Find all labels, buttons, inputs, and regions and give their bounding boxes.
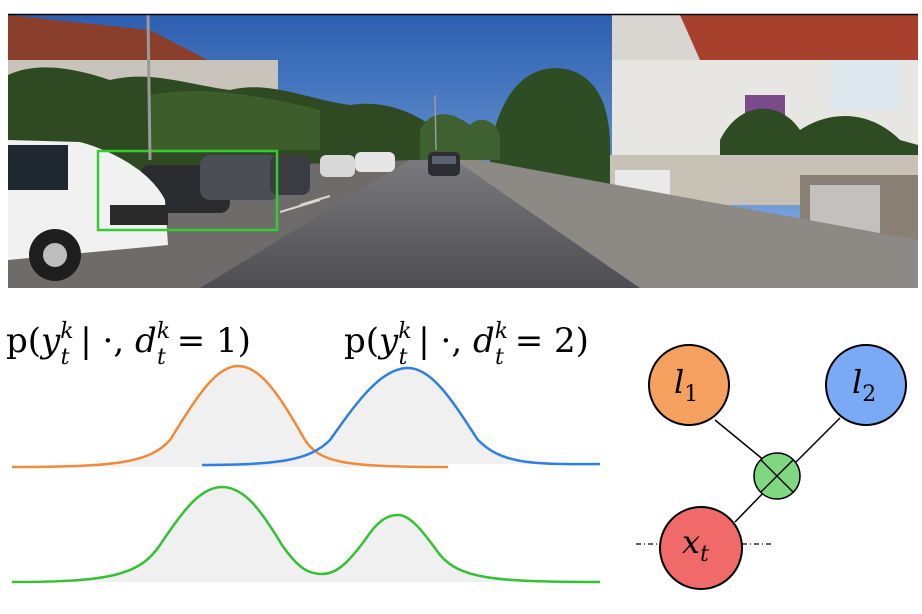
mixture-curve <box>11 485 601 584</box>
right-trees <box>490 68 611 190</box>
svg-text:l1: l1 <box>674 363 698 407</box>
sidewalk <box>455 160 918 288</box>
factor-node <box>753 452 801 500</box>
mixture-fill <box>12 487 600 582</box>
factor-graph: l1 l2 xt <box>636 344 907 590</box>
node-l1: l1 <box>648 344 730 426</box>
svg-text:xt: xt <box>682 523 709 567</box>
svg-text:l2: l2 <box>852 363 876 407</box>
car-ahead <box>428 152 460 176</box>
detection-box <box>96 149 279 232</box>
node-xt: xt <box>659 506 743 590</box>
edge-l2-factor <box>789 417 841 469</box>
component-2-fill <box>202 368 600 465</box>
component-2-curve <box>201 366 601 467</box>
distribution-label-1: p(yk t | ·, dk t = 1) <box>6 319 251 370</box>
distribution-plots: p(yk t | ·, dk t = 1) p(yk t | ·, dk t = 2) <box>6 319 601 584</box>
right-house-roof <box>640 15 918 60</box>
component-1-fill <box>12 366 448 467</box>
node-l2: l2 <box>825 344 907 426</box>
component-1-curve <box>11 364 449 469</box>
distribution-label-2: p(yk t | ·, dk t = 2) <box>344 319 589 370</box>
street-photo <box>8 15 918 288</box>
